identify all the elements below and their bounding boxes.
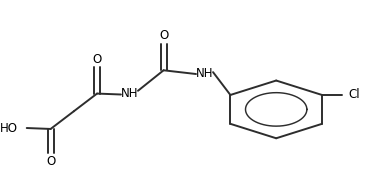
Text: Cl: Cl [348,88,360,101]
Text: HO: HO [0,122,18,135]
Text: O: O [92,53,102,66]
Text: O: O [46,155,55,168]
Text: O: O [159,29,168,42]
Text: NH: NH [196,67,213,80]
Text: NH: NH [121,87,138,100]
